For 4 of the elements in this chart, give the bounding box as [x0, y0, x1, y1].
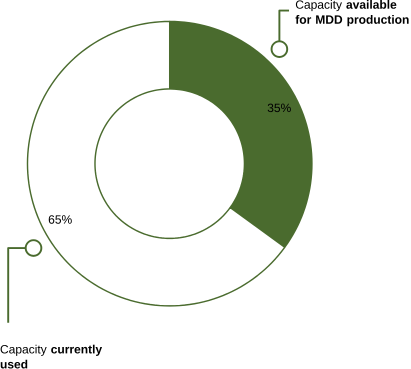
data-label: 65%	[48, 215, 72, 224]
slice-label: Capacity available for MDD production	[296, 0, 409, 26]
data-label: 35%	[268, 104, 291, 112]
category-label: Capacity currently used	[0, 344, 102, 369]
